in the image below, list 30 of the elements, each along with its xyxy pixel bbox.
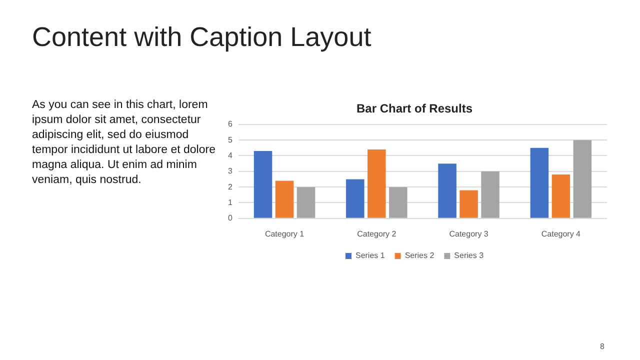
bar — [296, 187, 316, 218]
bar — [460, 190, 478, 218]
bar — [368, 149, 386, 218]
bar — [552, 174, 570, 218]
bar — [346, 179, 364, 218]
y-tick-label: 6 — [228, 120, 233, 129]
x-tick-label: Category 1 — [264, 229, 305, 238]
bar — [481, 171, 500, 218]
legend-label: Series 2 — [404, 251, 435, 260]
legend-label: Series 3 — [454, 251, 484, 260]
bar — [275, 180, 294, 218]
y-tick-label: 0 — [228, 214, 233, 223]
bar — [254, 151, 272, 218]
y-tick-label: 1 — [228, 198, 233, 207]
bar — [573, 140, 592, 218]
x-tick-label: Category 2 — [357, 229, 397, 238]
bar — [530, 148, 549, 218]
y-tick-label: 5 — [228, 135, 233, 144]
y-tick-label: 4 — [228, 150, 233, 160]
y-tick-label: 2 — [228, 182, 233, 192]
y-tick-label: 3 — [228, 166, 233, 176]
bar — [438, 164, 456, 218]
text: Content with Caption Layout — [32, 22, 372, 53]
x-tick-label: Category 4 — [541, 229, 582, 238]
text: As you can see in this chart, lorem ipsum dolor sit amet, consectetur adipiscing elit, sed do eiusmod tempor incididunt ut labore et dolore magna aliqua. Ut enim ad minim veniam, quis nostrud. — [32, 98, 216, 188]
x-tick-label: Category 3 — [449, 229, 489, 238]
text: 8 — [600, 342, 604, 351]
chart-title: Bar Chart of Results — [356, 102, 473, 116]
legend-label: Series 1 — [355, 251, 386, 260]
bar — [389, 187, 408, 218]
